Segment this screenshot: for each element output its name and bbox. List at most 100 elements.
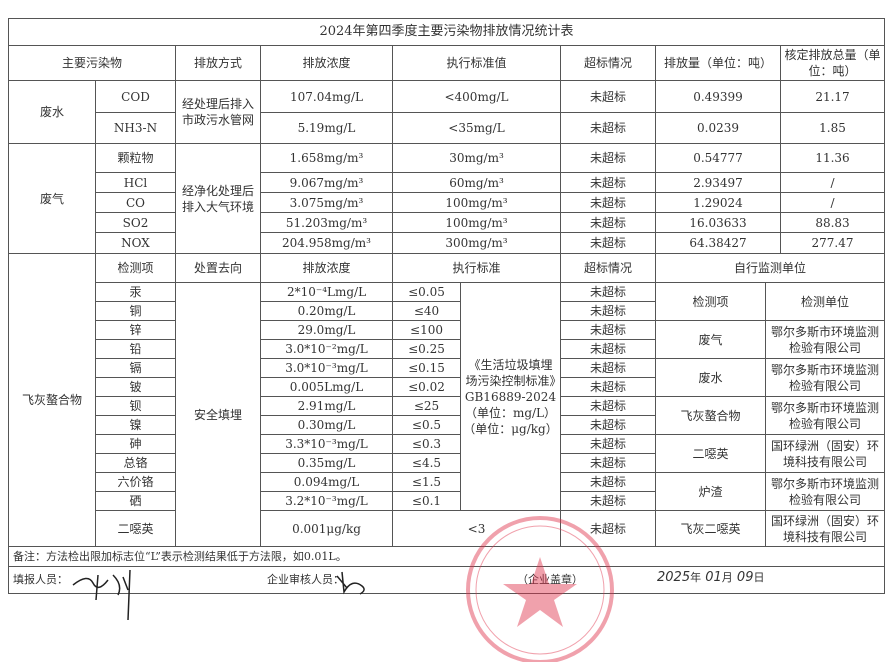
- concentration: 0.35mg/L: [260, 453, 393, 473]
- flyash-row: 硒 3.2*10⁻³mg/L ≤0.1 未超标: [9, 491, 885, 511]
- monitor-unit: 国环绿洲（固安）环境科技有限公司: [764, 434, 886, 473]
- flyash-row: 铍 0.005Lmg/L ≤0.02 未超标: [9, 377, 885, 397]
- test-item: 铅: [95, 339, 176, 359]
- concentration: 29.0mg/L: [260, 320, 393, 340]
- concentration: 51.203mg/m³: [260, 212, 393, 233]
- approved-total: 88.83: [779, 212, 886, 233]
- signature-area: 填报人员： 企业审核人员： （企业盖章） 2025年 01月 09日: [7, 566, 886, 594]
- concentration: 0.005Lmg/L: [260, 377, 393, 397]
- emission-amount: 16.03633: [655, 212, 781, 233]
- exceed-status: 未超标: [560, 192, 656, 213]
- concentration: 3.3*10⁻³mg/L: [260, 434, 393, 454]
- exceed-status: 未超标: [560, 80, 656, 113]
- concentration: 0.094mg/L: [260, 472, 393, 492]
- monitor-unit: 鄂尔多斯市环境监测检验有限公司: [764, 396, 886, 435]
- exhaust-row: HCl 9.067mg/m³ 60mg/m³ 未超标 2.93497/: [9, 172, 886, 193]
- header-exceed: 超标情况: [560, 45, 656, 81]
- limit-value: ≤0.15: [392, 358, 461, 378]
- monitor-item: 废水: [655, 358, 766, 397]
- standard-value: <400mg/L: [392, 80, 561, 113]
- monitor-header-item: 检测项: [655, 282, 766, 321]
- concentration: 3.0*10⁻³mg/L: [260, 358, 393, 378]
- note-row: 备注：方法检出限加标志位“L”表示检测结果低于方法限，如0.01L。: [7, 546, 886, 567]
- test-item: 汞: [95, 282, 176, 302]
- pollutant-item: NH3-N: [95, 112, 176, 144]
- emission-amount: 0.0239: [655, 112, 781, 144]
- concentration: 3.2*10⁻³mg/L: [260, 491, 393, 511]
- flyash-row: 汞安全填埋 2*10⁻⁴Lmg/L ≤0.05 《生活垃圾填埋场污染控制标准》GB16…: [9, 282, 886, 547]
- flyash-row: 镉 3.0*10⁻³mg/L ≤0.15 未超标 废水 鄂尔多斯市环境监测检验有限公司: [9, 358, 886, 397]
- exhaust-row: SO2 51.203mg/m³ 100mg/m³ 未超标 16.03633 88.83: [9, 212, 886, 233]
- wastewater-category: 废水: [8, 80, 96, 144]
- flyash-row: 镍 0.30mg/L ≤0.5 未超标: [9, 415, 885, 435]
- monitor-unit: 鄂尔多斯市环境监测检验有限公司: [764, 320, 886, 359]
- test-item: 二噁英: [95, 510, 176, 547]
- concentration: 5.19mg/L: [260, 112, 393, 144]
- test-item: 镉: [95, 358, 176, 378]
- wastewater-row: 废水 COD 经处理后排入市政污水管网 107.04mg/L <400mg/L 未超标 0.…: [8, 80, 886, 144]
- header-exceed: 超标情况: [560, 253, 656, 283]
- exceed-status: 未超标: [560, 396, 656, 416]
- pollutant-item: CO: [95, 192, 176, 213]
- concentration: 0.20mg/L: [260, 301, 393, 321]
- header-approved: 核定排放总量（单位：吨）: [779, 45, 886, 81]
- monitor-unit: 鄂尔多斯市环境监测检验有限公司: [764, 472, 886, 511]
- limit-value: ≤25: [392, 396, 461, 416]
- pollutant-item: HCl: [95, 172, 176, 193]
- exceed-status: 未超标: [560, 358, 656, 378]
- exceed-status: 未超标: [560, 212, 656, 233]
- title-row: 2024年第四季度主要污染物排放情况统计表: [7, 18, 886, 46]
- exceed-status: 未超标: [560, 453, 656, 473]
- emission-amount: 64.38427: [655, 232, 781, 254]
- exceed-status: 未超标: [560, 143, 656, 173]
- date-month: 01: [705, 570, 722, 585]
- exhaust-method: 经净化处理后排入大气环境: [175, 143, 261, 254]
- limit-value: ≤40: [392, 301, 461, 321]
- date-day: 09: [736, 570, 754, 585]
- concentration: 9.067mg/m³: [260, 172, 393, 193]
- emission-amount: 2.93497: [655, 172, 781, 193]
- header-disposal: 处置去向: [175, 253, 261, 283]
- standard-value: 30mg/m³: [392, 143, 561, 173]
- disposal-method: 安全填埋: [175, 282, 261, 547]
- year-suffix: 年: [690, 571, 702, 584]
- header-standard: 执行标准值: [392, 45, 561, 81]
- monitor-item: 二噁英: [655, 434, 766, 473]
- standard-value: 100mg/m³: [392, 212, 561, 233]
- reviewer-label: 企业审核人员：: [267, 573, 344, 586]
- approved-total: /: [779, 192, 886, 213]
- pollutant-item: COD: [95, 80, 176, 113]
- test-item: 六价铬: [95, 472, 176, 492]
- flyash-header-row: 飞灰螯合物 检测项 处置去向 排放浓度 执行标准 超标情况 自行监测单位: [8, 253, 886, 547]
- concentration: 1.658mg/m³: [260, 143, 393, 173]
- pollutant-item: 颗粒物: [95, 143, 176, 173]
- limit-value: ≤1.5: [392, 472, 461, 492]
- header-standard: 执行标准: [392, 253, 561, 283]
- flyash-row: 铜 0.20mg/L ≤40 未超标: [9, 301, 885, 321]
- limit-value: <3: [392, 510, 561, 547]
- concentration: 2.91mg/L: [260, 396, 393, 416]
- month-suffix: 月: [721, 571, 733, 584]
- header-concentration: 排放浓度: [260, 253, 393, 283]
- flyash-row: 锌 29.0mg/L ≤100 未超标 废气 鄂尔多斯市环境监测检验有限公司: [9, 320, 886, 359]
- standard-value: <35mg/L: [392, 112, 561, 144]
- exhaust-row: NOX 204.958mg/m³ 300mg/m³ 未超标 64.38427 277.47: [9, 232, 886, 254]
- approved-total: 1.85: [779, 112, 886, 144]
- flyash-row: 砷 3.3*10⁻³mg/L ≤0.3 未超标 二噁英 国环绿洲（固安）环境科技有限公司: [9, 434, 886, 473]
- wastewater-method: 经处理后排入市政污水管网: [175, 80, 261, 144]
- limit-value: ≤0.02: [392, 377, 461, 397]
- test-item: 铍: [95, 377, 176, 397]
- monitor-item: 炉渣: [655, 472, 766, 511]
- exceed-status: 未超标: [560, 339, 656, 359]
- emission-amount: 0.54777: [655, 143, 781, 173]
- header-pollutant: 主要污染物: [8, 45, 176, 81]
- test-item: 钡: [95, 396, 176, 416]
- seal-label: （企业盖章）: [517, 573, 583, 586]
- monitor-item: 飞灰二噁英: [655, 510, 766, 547]
- monitor-unit: 鄂尔多斯市环境监测检验有限公司: [764, 358, 886, 397]
- exceed-status: 未超标: [560, 282, 656, 302]
- standard-reference: 《生活垃圾填埋场污染控制标准》GB16889-2024（单位：mg/L）（单位：…: [460, 282, 561, 511]
- limit-value: ≤0.1: [392, 491, 461, 511]
- exceed-status: 未超标: [560, 434, 656, 454]
- limit-value: ≤4.5: [392, 453, 461, 473]
